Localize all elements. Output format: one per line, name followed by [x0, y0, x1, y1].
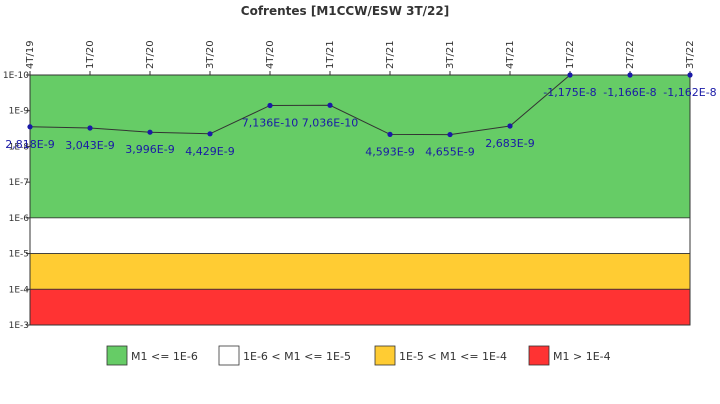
data-point — [507, 123, 513, 129]
data-label: -1,175E-8 — [543, 86, 596, 99]
data-point — [87, 125, 93, 131]
data-label: -1,166E-8 — [603, 86, 656, 99]
data-point — [387, 131, 393, 137]
series — [27, 72, 693, 138]
band-1 — [29, 217, 691, 254]
x-tick-label: 1T/21 — [325, 40, 336, 69]
data-point — [207, 131, 213, 137]
data-point — [27, 124, 33, 130]
legend-swatch-2 — [374, 345, 396, 366]
y-tick-label: 1E-4 — [9, 285, 30, 295]
y-tick-label: 1E-3 — [9, 321, 29, 331]
data-point — [687, 72, 693, 78]
data-labels: 2,818E-9 3,043E-9 3,996E-9 4,429E-9 7,136E-1… — [5, 86, 716, 159]
y-tick-label: 1E-10 — [3, 71, 29, 81]
x-tick-label: 2T/21 — [385, 40, 396, 69]
data-label: 4,655E-9 — [425, 146, 474, 159]
data-label: 3,043E-9 — [65, 139, 114, 152]
data-point — [627, 72, 633, 78]
y-tick-label: 1E-5 — [9, 250, 29, 260]
data-point — [327, 102, 333, 108]
data-label: -1,162E-8 — [663, 86, 716, 99]
data-label: 4,593E-9 — [365, 145, 414, 158]
y-tick-label: 1E-7 — [9, 178, 29, 188]
axes: 1E-10 1E-9 1E-8 1E-7 1E-6 1E-5 1E-4 1E-3 4T/19 1T… — [3, 40, 696, 331]
band-2 — [29, 253, 691, 290]
chart-title: Cofrentes [M1CCW/ESW 3T/22] — [241, 4, 449, 18]
x-tick-label: 3T/20 — [205, 40, 216, 69]
y-tick-label: 1E-9 — [9, 107, 30, 117]
y-tick-label: 1E-6 — [9, 214, 30, 224]
x-tick-label: 4T/19 — [25, 40, 36, 69]
legend-swatch-0 — [106, 345, 128, 366]
x-tick-label: 3T/21 — [445, 40, 456, 69]
x-tick-label: 2T/20 — [145, 40, 156, 69]
data-point — [447, 131, 453, 138]
data-label: 2,818E-9 — [5, 138, 54, 151]
band-3 — [29, 288, 691, 326]
data-label: 2,683E-9 — [485, 137, 534, 150]
legend-label-2: 1E-5 < M1 <= 1E-4 — [399, 350, 507, 363]
x-tick-label: 3T/22 — [685, 40, 696, 69]
data-label: 7,136E-10 — [242, 116, 298, 129]
legend: M1 <= 1E-6 1E-6 < M1 <= 1E-5 1E-5 < M1 <= … — [106, 345, 611, 366]
legend-label-1: 1E-6 < M1 <= 1E-5 — [243, 350, 351, 363]
x-tick-label: 2T/22 — [625, 40, 636, 69]
data-point — [147, 129, 153, 135]
y-tick-label: 1E-8 — [9, 142, 30, 152]
x-tick-label: 4T/21 — [505, 40, 516, 69]
data-label: 3,996E-9 — [125, 143, 174, 156]
legend-swatch-3 — [528, 345, 550, 366]
data-label: 7,036E-10 — [302, 116, 358, 129]
x-tick-label: 4T/20 — [265, 40, 276, 69]
series-line — [29, 74, 690, 136]
legend-label-0: M1 <= 1E-6 — [131, 350, 198, 363]
band-0 — [29, 74, 691, 219]
plot-frame — [29, 74, 691, 326]
x-tick-label: 1T/22 — [565, 40, 576, 69]
data-point — [267, 102, 273, 109]
data-point — [567, 72, 573, 78]
risk-bands — [29, 74, 691, 326]
legend-label-3: M1 > 1E-4 — [553, 350, 611, 363]
data-label: 4,429E-9 — [185, 145, 234, 158]
legend-swatch-1 — [218, 345, 240, 366]
x-tick-label: 1T/20 — [85, 40, 96, 69]
